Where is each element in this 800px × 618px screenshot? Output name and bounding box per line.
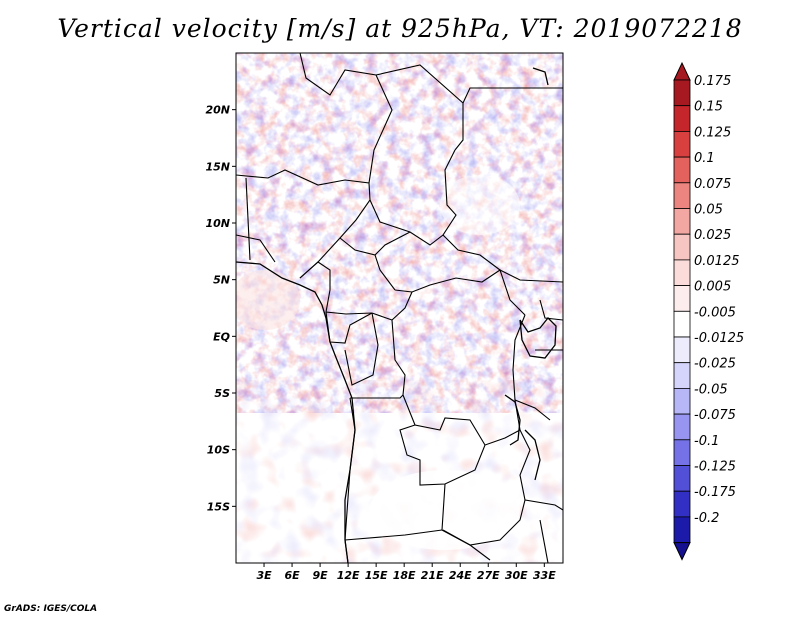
colorbar-label: -0.1 [694, 434, 719, 449]
colorbar-bottom-arrow [673, 542, 691, 561]
lon-label: 27E [477, 569, 500, 582]
colorbar-top-arrow [673, 61, 691, 81]
lat-label: 15N [205, 160, 230, 173]
colorbar-swatch [673, 413, 691, 441]
colorbar-label: 0.0125 [694, 254, 740, 269]
plot-frame [235, 52, 564, 564]
colorbar-label: -0.2 [694, 511, 719, 526]
vertical-velocity-field [236, 53, 563, 563]
colorbar-swatch [673, 79, 691, 107]
colorbar-label: -0.075 [694, 408, 736, 423]
map-title: Vertical velocity [m/s] at 925hPa, VT: 2… [57, 14, 743, 43]
lat-label: 5S [214, 387, 230, 400]
lat-label: 20N [205, 104, 230, 117]
lat-label: 15S [207, 500, 230, 513]
colorbar-swatch [673, 439, 691, 466]
colorbar-swatch [673, 182, 691, 209]
lon-label: 33E [533, 569, 556, 582]
longitude-labels: 3E 6E 9E 12E 15E 18E 21E 24E 27E 30E 33E [256, 563, 556, 582]
colorbar-swatch [673, 387, 691, 415]
colorbar-label: -0.025 [694, 357, 736, 372]
colorbar-label: -0.175 [694, 485, 736, 500]
colorbar-label: 0.1 [694, 151, 715, 166]
lat-label: 10S [207, 444, 230, 457]
colorbar-swatch [673, 362, 691, 389]
colorbar-label: 0.025 [694, 228, 731, 243]
colorbar-swatch [673, 156, 691, 184]
lat-label: 10N [205, 217, 230, 230]
lon-label: 12E [337, 569, 360, 582]
lon-label: 15E [365, 569, 388, 582]
colorbar-swatch [673, 233, 691, 261]
lon-label: 21E [421, 569, 444, 582]
colorbar-swatch [673, 105, 691, 132]
lon-label: 30E [505, 569, 528, 582]
lat-label: EQ [213, 330, 230, 343]
colorbar-label: 0.005 [694, 280, 731, 295]
colorbar-label: 0.075 [694, 177, 731, 192]
coastline [236, 67, 557, 563]
colorbar-label: -0.125 [694, 460, 736, 475]
colorbar-label: 0.15 [694, 100, 723, 115]
colorbar-label: -0.0125 [694, 331, 744, 346]
colorbar-label: 0.125 [694, 125, 731, 140]
country-borders [236, 53, 563, 563]
colorbar-label: -0.005 [694, 305, 736, 320]
lon-label: 3E [256, 569, 272, 582]
colorbar-label: -0.05 [694, 382, 728, 397]
colorbar-swatch [673, 259, 691, 286]
lon-label: 9E [312, 569, 328, 582]
lon-label: 24E [449, 569, 472, 582]
colorbar-swatch [673, 310, 691, 338]
colorbar-swatch [673, 516, 691, 544]
colorbar-label: 0.05 [694, 203, 723, 218]
colorbar-swatch [673, 208, 691, 235]
colorbar-swatch [673, 465, 691, 492]
colorbar-swatch [673, 130, 691, 158]
colorbar: 0.175 0.15 0.125 0.1 0.075 0.05 0.025 0.0125 0.0… [673, 61, 744, 561]
lon-label: 6E [284, 569, 300, 582]
lon-label: 18E [393, 569, 416, 582]
colorbar-swatch [673, 336, 691, 364]
grads-credit: GrADS: IGES/COLA [4, 604, 98, 614]
colorbar-swatch [673, 285, 691, 312]
colorbar-label: 0.175 [694, 74, 731, 89]
latitude-labels: 20N 15N 10N 5N EQ 5S 10S 15S [205, 104, 236, 513]
colorbar-swatch [673, 490, 691, 518]
lat-label: 5N [213, 274, 230, 287]
